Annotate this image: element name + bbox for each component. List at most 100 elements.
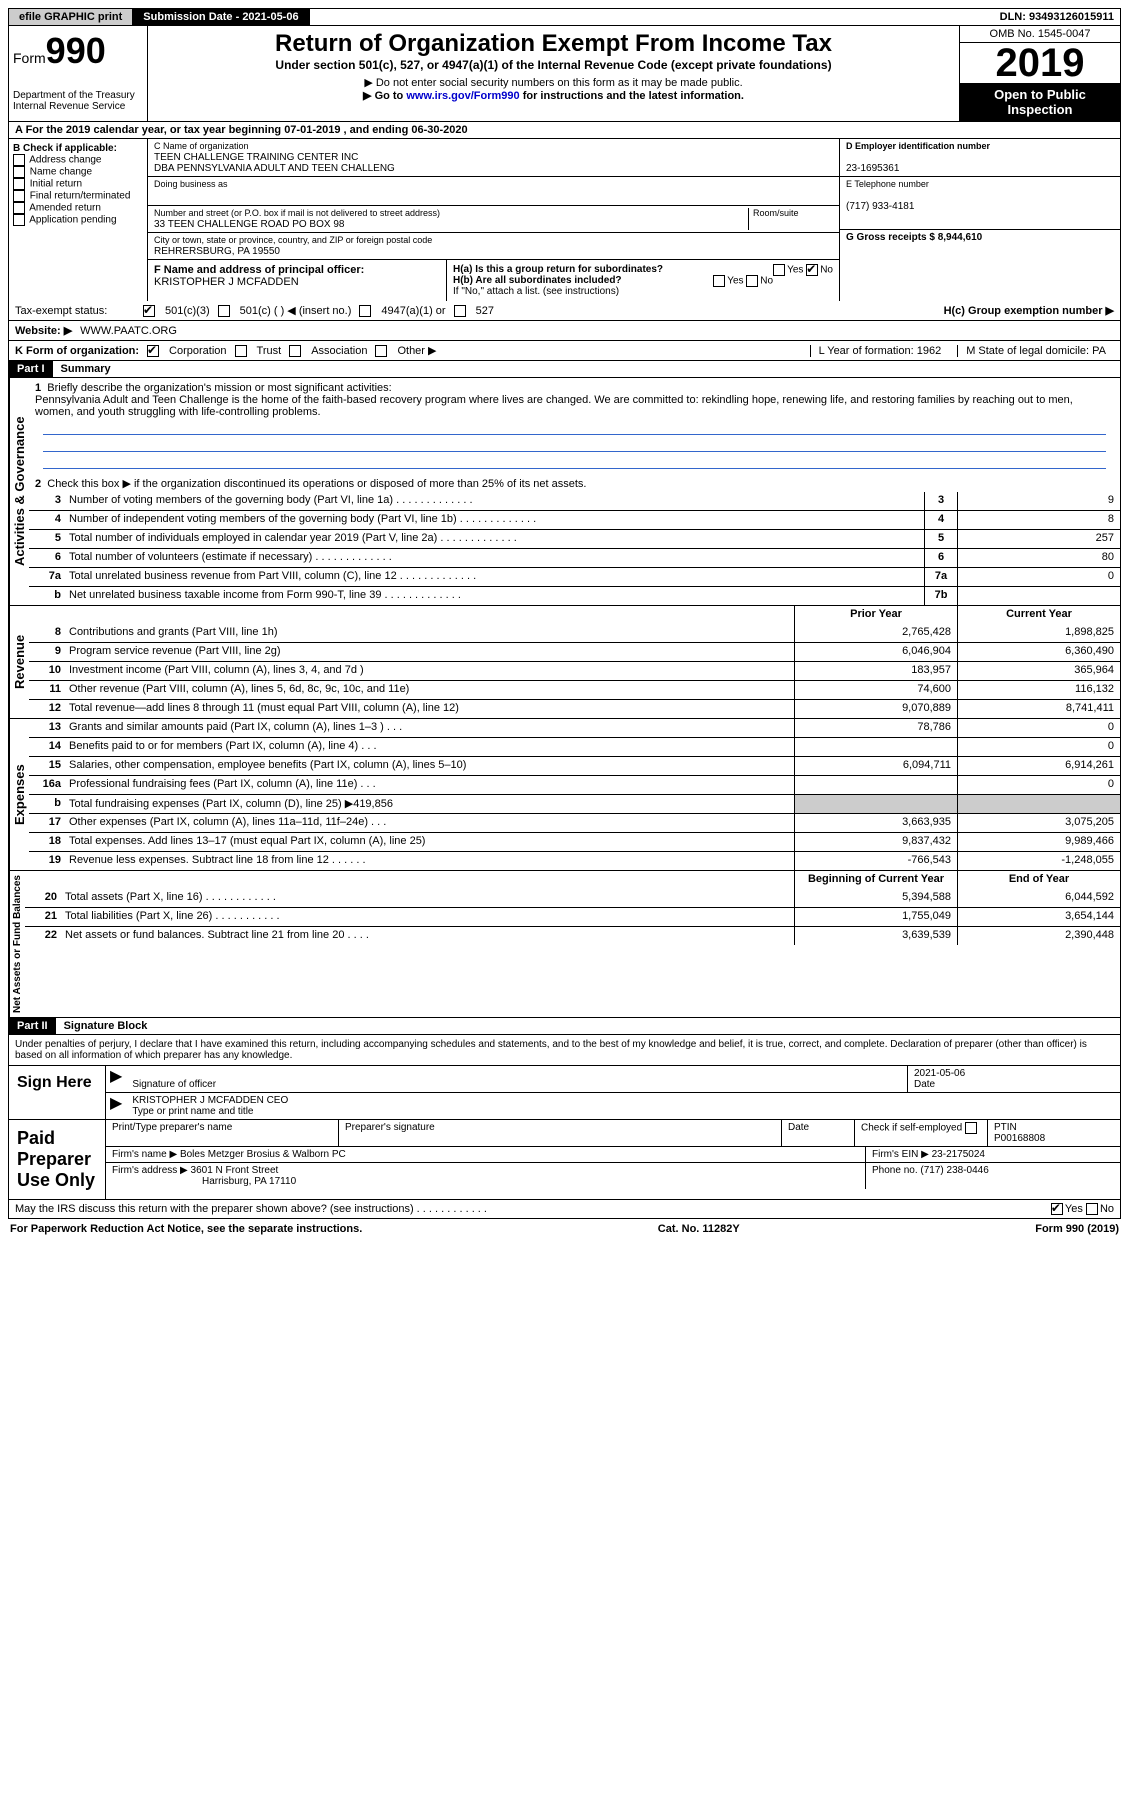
signature-block: Under penalties of perjury, I declare th… [8,1035,1121,1200]
other-check[interactable] [375,345,387,357]
ha-yes[interactable] [773,264,785,276]
gross-receipts: G Gross receipts $ 8,944,610 [846,232,982,243]
summary-line: 4Number of independent voting members of… [29,510,1120,529]
website-value: WWW.PAATC.ORG [80,325,177,337]
summary-line: 13Grants and similar amounts paid (Part … [29,719,1120,737]
prior-year-head: Prior Year [794,606,957,624]
checkbox[interactable] [13,202,25,214]
firm-ein-label: Firm's EIN ▶ [872,1149,929,1160]
summary-line: 18Total expenses. Add lines 13–17 (must … [29,832,1120,851]
footer-left: For Paperwork Reduction Act Notice, see … [10,1223,362,1235]
summary-line: 16aProfessional fundraising fees (Part I… [29,775,1120,794]
subtitle-2: ▶ Do not enter social security numbers o… [158,76,949,89]
name-label: Type or print name and title [132,1106,253,1117]
checkbox[interactable] [13,166,25,178]
form-header: Form990 Department of the Treasury Inter… [8,26,1121,122]
hb-no[interactable] [746,275,758,287]
arrow-icon: ▶ [106,1066,126,1092]
footer-catno: Cat. No. 11282Y [658,1223,740,1235]
top-bar: efile GRAPHIC print Submission Date - 20… [8,8,1121,26]
tax-exempt-label: Tax-exempt status: [15,305,135,317]
527-check[interactable] [454,305,466,317]
page-footer: For Paperwork Reduction Act Notice, see … [8,1219,1121,1239]
ha-label: H(a) Is this a group return for subordin… [453,264,663,275]
firm-phone: (717) 238-0446 [920,1165,988,1176]
discuss-yes[interactable] [1051,1203,1063,1215]
checkbox[interactable] [13,178,25,190]
hb-yes[interactable] [713,275,725,287]
summary-line: 21Total liabilities (Part X, line 26) . … [25,907,1120,926]
summary-line: 8Contributions and grants (Part VIII, li… [29,624,1120,642]
501c-check[interactable] [218,305,230,317]
form-title: Return of Organization Exempt From Incom… [158,30,949,58]
hb-note: If "No," attach a list. (see instruction… [453,286,833,297]
efile-label[interactable]: efile GRAPHIC print [9,9,133,25]
expenses-section: Expenses 13Grants and similar amounts pa… [8,719,1121,871]
room-label: Room/suite [753,208,799,218]
open-inspection: Open to Public Inspection [960,83,1120,121]
corp-check[interactable] [147,345,159,357]
dept-irs: Internal Revenue Service [13,101,143,112]
ptin-value: P00168808 [994,1133,1045,1144]
summary-line: 5Total number of individuals employed in… [29,529,1120,548]
summary-line: 6Total number of volunteers (estimate if… [29,548,1120,567]
summary-line: 3Number of voting members of the governi… [29,492,1120,510]
summary-line: 22Net assets or fund balances. Subtract … [25,926,1120,945]
ha-no[interactable] [806,264,818,276]
summary-line: 15Salaries, other compensation, employee… [29,756,1120,775]
part-ii-header: Part II Signature Block [8,1018,1121,1035]
checkbox[interactable] [13,154,25,166]
goto-suffix: for instructions and the latest informat… [520,90,744,102]
summary-line: 17Other expenses (Part IX, column (A), l… [29,813,1120,832]
form-num: 990 [46,30,106,71]
firm-phone-label: Phone no. [872,1165,918,1176]
phone: (717) 933-4181 [846,201,914,212]
tax-exempt-row: Tax-exempt status: 501(c)(3) 501(c) ( ) … [8,301,1121,321]
preparer-name-label: Print/Type preparer's name [106,1120,339,1146]
501c3-check[interactable] [143,305,155,317]
box-b-item: Initial return [13,178,143,190]
tax-year: 2019 [960,43,1120,83]
dept-treasury: Department of the Treasury [13,90,143,101]
self-employed-check[interactable] [965,1122,977,1134]
summary-line: 11Other revenue (Part VIII, column (A), … [29,680,1120,699]
subtitle-1: Under section 501(c), 527, or 4947(a)(1)… [158,58,949,72]
perjury-statement: Under penalties of perjury, I declare th… [9,1035,1120,1066]
subtitle-3: ▶ Go to www.irs.gov/Form990 for instruct… [158,89,949,102]
ein: 23-1695361 [846,163,899,174]
assoc-check[interactable] [289,345,301,357]
form990-link[interactable]: www.irs.gov/Form990 [406,90,519,102]
part-i-title: Summary [53,361,119,377]
dln: DLN: 93493126015911 [994,9,1120,25]
box-b-item: Amended return [13,202,143,214]
year-formation: L Year of formation: 1962 [810,345,950,357]
row-a-period: A For the 2019 calendar year, or tax yea… [8,122,1121,139]
footer-form: Form 990 (2019) [1035,1223,1119,1235]
netassets-section: Net Assets or Fund Balances Beginning of… [8,871,1121,1018]
preparer-sig-label: Preparer's signature [339,1120,782,1146]
officer-label: F Name and address of principal officer: [154,264,364,276]
box-b-item: Application pending [13,214,143,226]
discuss-no[interactable] [1086,1203,1098,1215]
dba-label: Doing business as [154,179,228,189]
mission-text: Pennsylvania Adult and Teen Challenge is… [35,394,1073,418]
end-year-head: End of Year [957,871,1120,889]
part-i-header: Part I Summary [8,361,1121,378]
line2-text: Check this box ▶ if the organization dis… [47,478,586,490]
part-ii-title: Signature Block [56,1018,156,1034]
form-number: Form990 [13,30,143,72]
org-name-1: TEEN CHALLENGE TRAINING CENTER INC [154,152,358,163]
arrow-icon: ▶ [106,1093,126,1119]
discuss-row: May the IRS discuss this return with the… [8,1200,1121,1219]
4947-check[interactable] [359,305,371,317]
firm-addr1: 3601 N Front Street [191,1165,279,1176]
korg-label: K Form of organization: [15,345,139,357]
phone-label: E Telephone number [846,179,929,189]
part-i-label: Part I [9,361,53,377]
checkbox[interactable] [13,190,25,202]
trust-check[interactable] [235,345,247,357]
checkbox[interactable] [13,214,25,226]
revenue-section: Revenue Prior Year Current Year 8Contrib… [8,606,1121,719]
goto-prefix: ▶ Go to [363,90,406,102]
hb-label: H(b) Are all subordinates included? [453,275,622,286]
